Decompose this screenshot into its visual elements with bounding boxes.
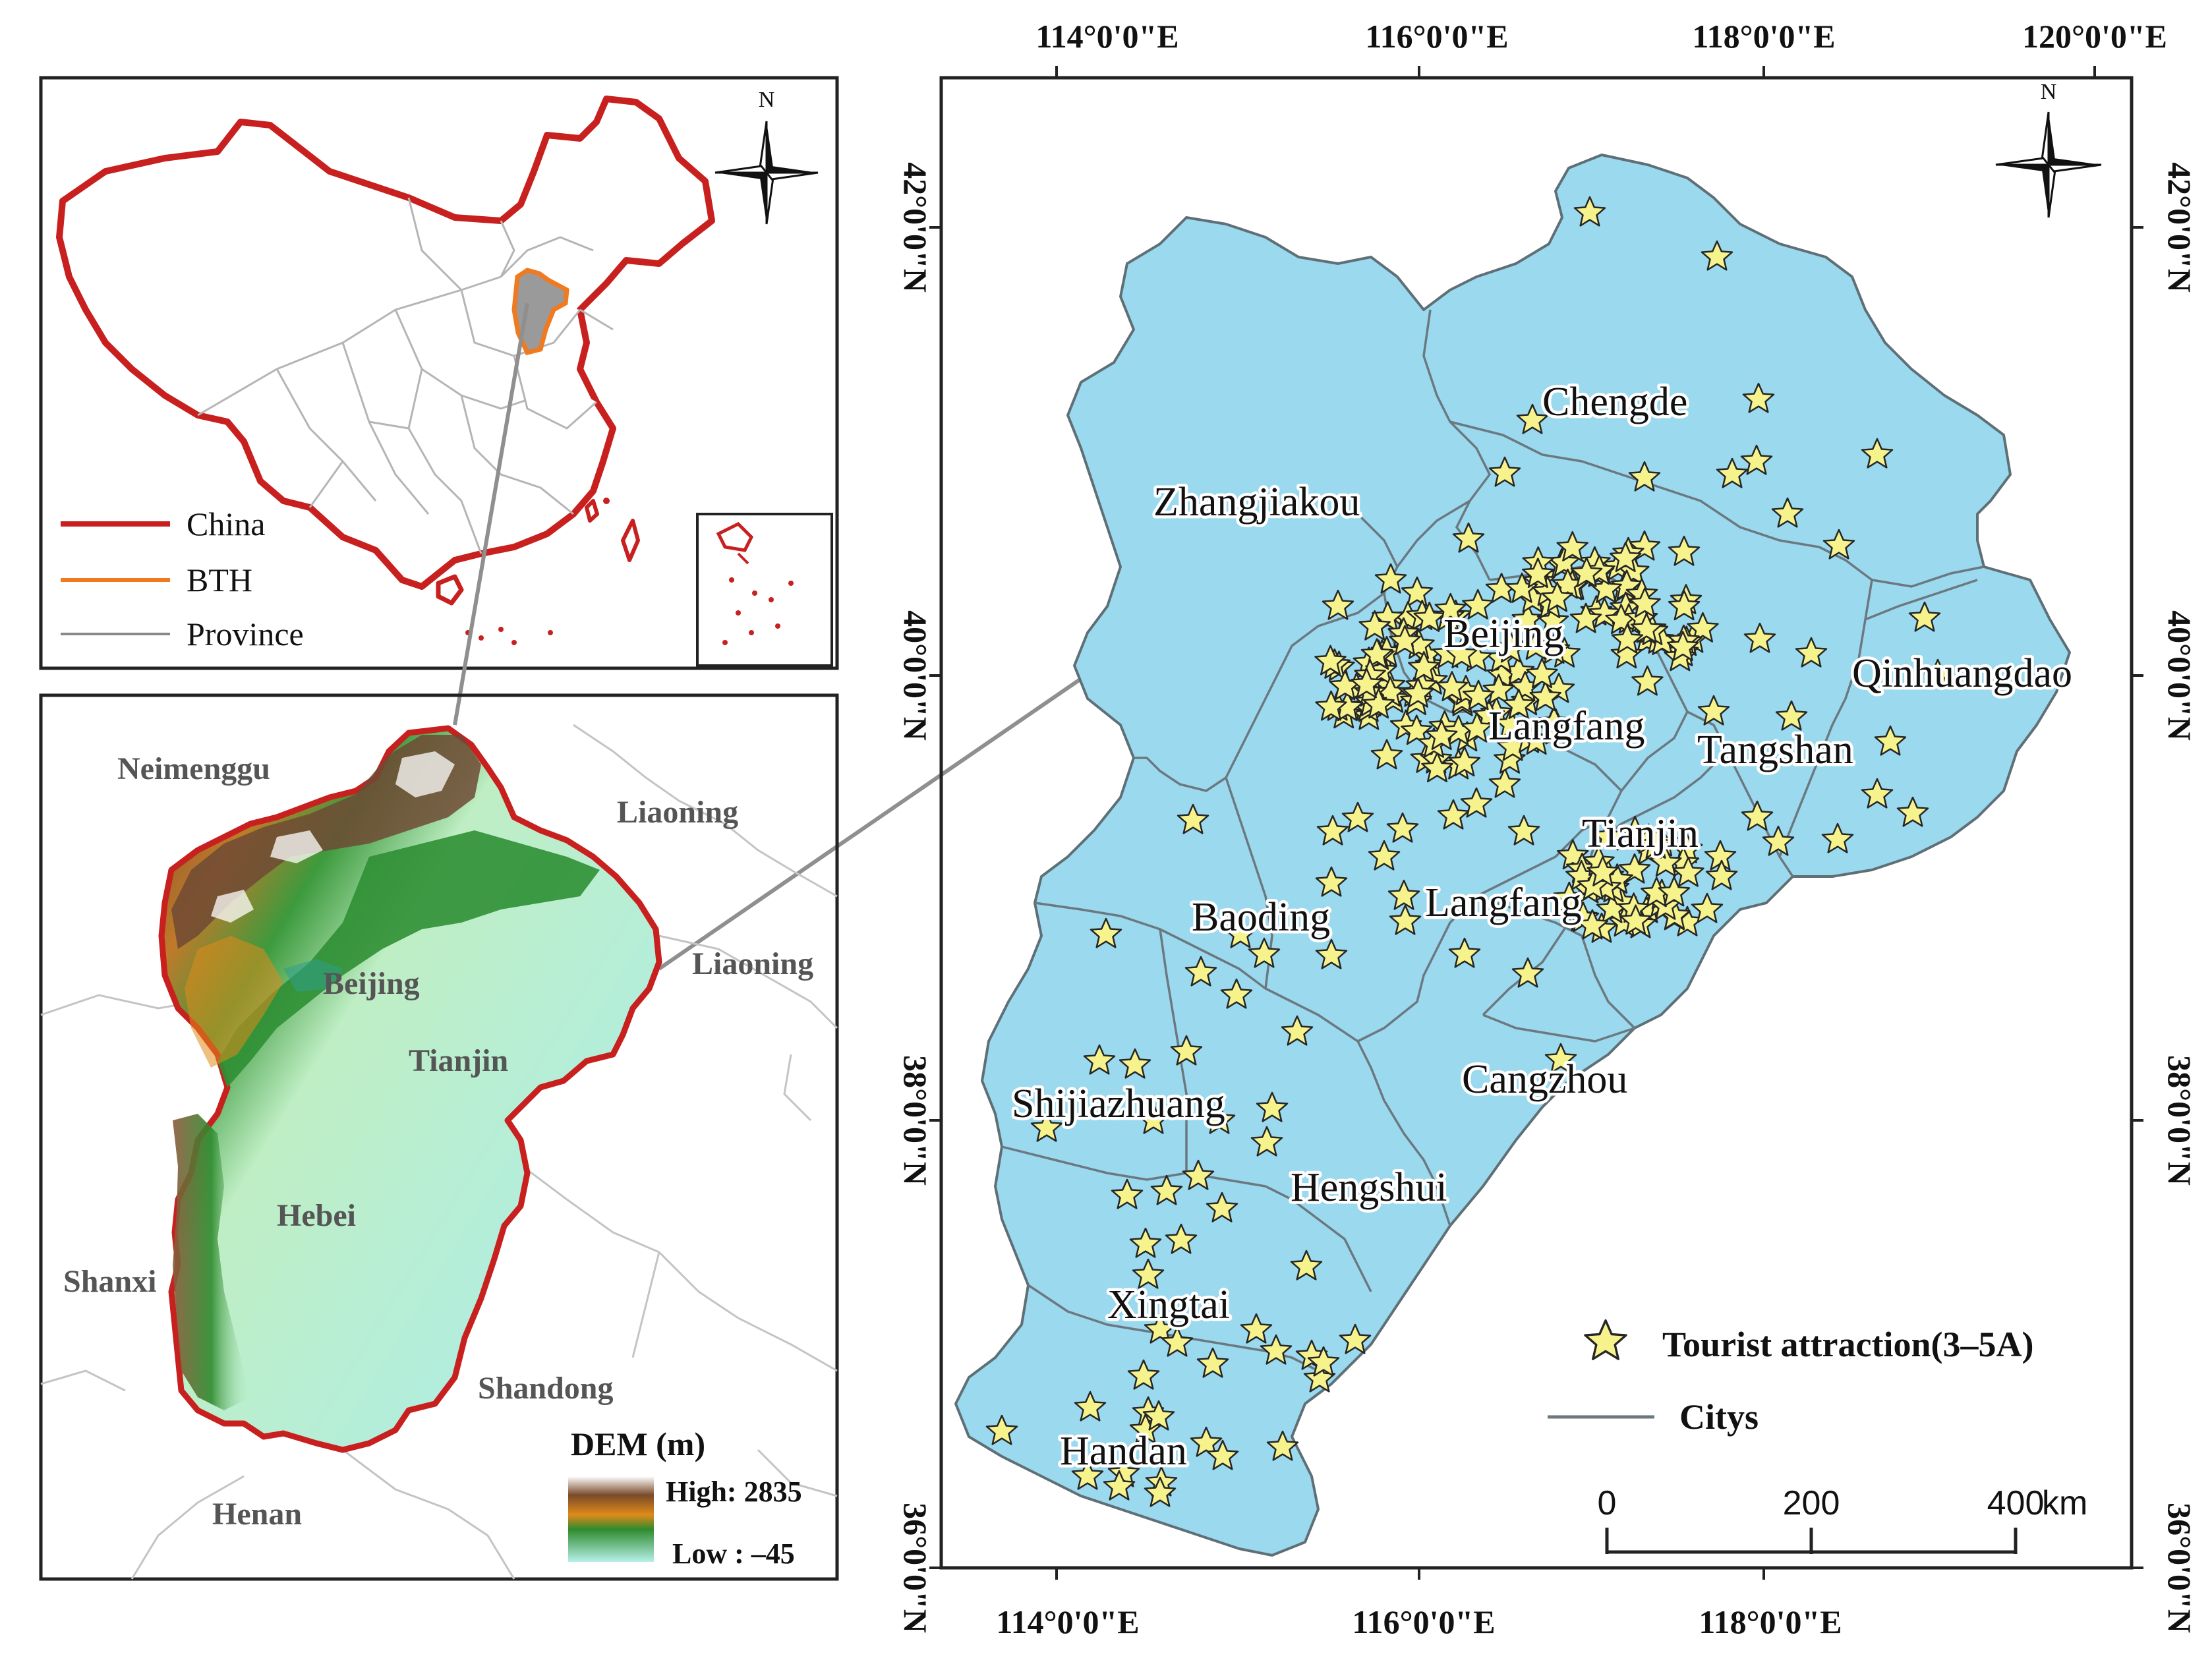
- left-tick-labels: 42°0'0"N 40°0'0"N 38°0'0"N 36°0'0"N: [897, 162, 934, 1633]
- city-label-baoding: Baoding: [1192, 895, 1330, 940]
- city-label-tangshan: Tangshan: [1697, 728, 1853, 772]
- dem-legend-title: DEM (m): [571, 1425, 705, 1462]
- city-label-langfang-north: Langfang: [1488, 704, 1645, 749]
- dem-peaks: [211, 751, 455, 923]
- region-label-liaoning-2: Liaoning: [692, 946, 813, 981]
- legend-label-china: China: [187, 505, 265, 542]
- tick-right-38: 38°0'0"N: [2161, 1055, 2198, 1186]
- legend-tourist-attraction: Tourist attraction(3–5A): [1662, 1325, 2033, 1364]
- graticule-ticks: [929, 66, 2143, 1580]
- dem-orange-slopes: [185, 936, 283, 1068]
- china-inset-frame: [39, 76, 839, 670]
- city-label-zhangjiakou: Zhangjiakou: [1153, 480, 1360, 525]
- city-label-hengshui: Hengshui: [1291, 1165, 1447, 1210]
- dem-legend: DEM (m) High: 2835 Low : –45: [568, 1425, 802, 1570]
- scale-label-400: 400: [1987, 1484, 2045, 1522]
- region-label-tianjin: Tianjin: [409, 1043, 508, 1078]
- legend-label-province: Province: [187, 616, 304, 652]
- dem-region-labels: Neimenggu Liaoning Liaoning Beijing Tian…: [63, 751, 813, 1532]
- city-label-xingtai: Xingtai: [1107, 1282, 1230, 1327]
- main-map-legend: Tourist attraction(3–5A) Citys: [1548, 1319, 2033, 1437]
- tick-right-36: 36°0'0"N: [2161, 1503, 2198, 1633]
- tick-top-114: 114°0'0"E: [1035, 18, 1179, 55]
- tick-bottom-118: 118°0'0"E: [1699, 1603, 1842, 1640]
- city-labels: Chengde Zhangjiakou Beijing Langfang Tan…: [1009, 377, 2076, 1477]
- tick-left-40: 40°0'0"N: [897, 610, 934, 741]
- china-outline: [56, 96, 715, 590]
- region-label-henan: Henan: [212, 1497, 302, 1532]
- dem-green-belt: [218, 830, 600, 1087]
- region-label-shandong: Shandong: [478, 1371, 613, 1406]
- main-map-frame: [939, 76, 2134, 1570]
- region-label-liaoning-1: Liaoning: [617, 795, 738, 830]
- city-label-qinhuangdao: Qinhuangdao: [1852, 651, 2072, 696]
- legend-label-bth: BTH: [187, 561, 252, 598]
- bottom-tick-labels: 114°0'0"E 116°0'0"E 118°0'0"E: [996, 1603, 1842, 1640]
- city-label-cangzhou: Cangzhou: [1462, 1057, 1627, 1102]
- dem-panel: Neimenggu Liaoning Liaoning Beijing Tian…: [39, 693, 839, 1581]
- tick-bottom-114: 114°0'0"E: [996, 1603, 1139, 1640]
- city-label-chengde: Chengde: [1542, 380, 1687, 424]
- north-arrow-icon: N: [714, 88, 819, 225]
- tick-left-36: 36°0'0"N: [897, 1503, 934, 1633]
- city-label-langfang-south: Langfang: [1425, 880, 1582, 925]
- main-north-label: N: [2041, 80, 2057, 104]
- main-map-panel: 114°0'0"E 116°0'0"E 118°0'0"E 120°0'0"E …: [897, 18, 2198, 1640]
- city-label-handan: Handan: [1060, 1429, 1187, 1474]
- dem-legend-high: High: 2835: [666, 1476, 802, 1508]
- north-label: N: [759, 88, 775, 112]
- legend-citys: Citys: [1679, 1397, 1759, 1437]
- tick-top-118: 118°0'0"E: [1692, 18, 1835, 55]
- bth-region-small: [511, 268, 569, 356]
- tick-left-42: 42°0'0"N: [897, 162, 934, 293]
- dem-beijing-lowland: [283, 959, 343, 992]
- region-label-neimenggu: Neimenggu: [117, 751, 270, 786]
- scale-label-0: 0: [1598, 1484, 1617, 1522]
- tick-top-116: 116°0'0"E: [1365, 18, 1508, 55]
- dem-legend-low: Low : –45: [672, 1538, 795, 1570]
- tick-top-120: 120°0'0"E: [2022, 18, 2167, 55]
- tick-bottom-116: 116°0'0"E: [1352, 1603, 1495, 1640]
- dem-legend-ramp: [568, 1476, 654, 1562]
- china-islands: [436, 498, 640, 645]
- china-inset-panel: China BTH Province N: [39, 76, 839, 670]
- region-label-shanxi: Shanxi: [63, 1264, 156, 1299]
- region-label-beijing: Beijing: [323, 966, 420, 1001]
- city-label-beijing: Beijing: [1443, 612, 1564, 656]
- neighbor-boundaries: [40, 724, 838, 1580]
- dem-panel-frame: [39, 693, 839, 1581]
- tick-right-42: 42°0'0"N: [2161, 162, 2198, 293]
- top-tick-labels: 114°0'0"E 116°0'0"E 118°0'0"E 120°0'0"E: [1035, 18, 2167, 55]
- right-tick-labels: 42°0'0"N 40°0'0"N 38°0'0"N 36°0'0"N: [2161, 162, 2198, 1633]
- china-inset-legend: China BTH Province: [61, 505, 304, 652]
- tick-left-38: 38°0'0"N: [897, 1055, 934, 1186]
- legend-star-icon: [1584, 1319, 1627, 1360]
- city-label-tianjin: Tianjin: [1582, 811, 1699, 856]
- dem-west-taihang: [173, 1114, 250, 1410]
- scale-bar: 0 200 400 km: [1598, 1484, 2087, 1554]
- bth-dem-region: [158, 725, 662, 1453]
- south-china-sea-inset: [696, 513, 833, 667]
- scale-unit: km: [2042, 1484, 2087, 1522]
- main-north-arrow-icon: N: [1995, 80, 2102, 218]
- city-label-shijiazhuang: Shijiazhuang: [1012, 1081, 1225, 1126]
- region-label-hebei: Hebei: [277, 1198, 356, 1233]
- leader-lines: [453, 302, 1082, 971]
- scale-label-200: 200: [1783, 1484, 1840, 1522]
- tick-right-40: 40°0'0"N: [2161, 610, 2198, 741]
